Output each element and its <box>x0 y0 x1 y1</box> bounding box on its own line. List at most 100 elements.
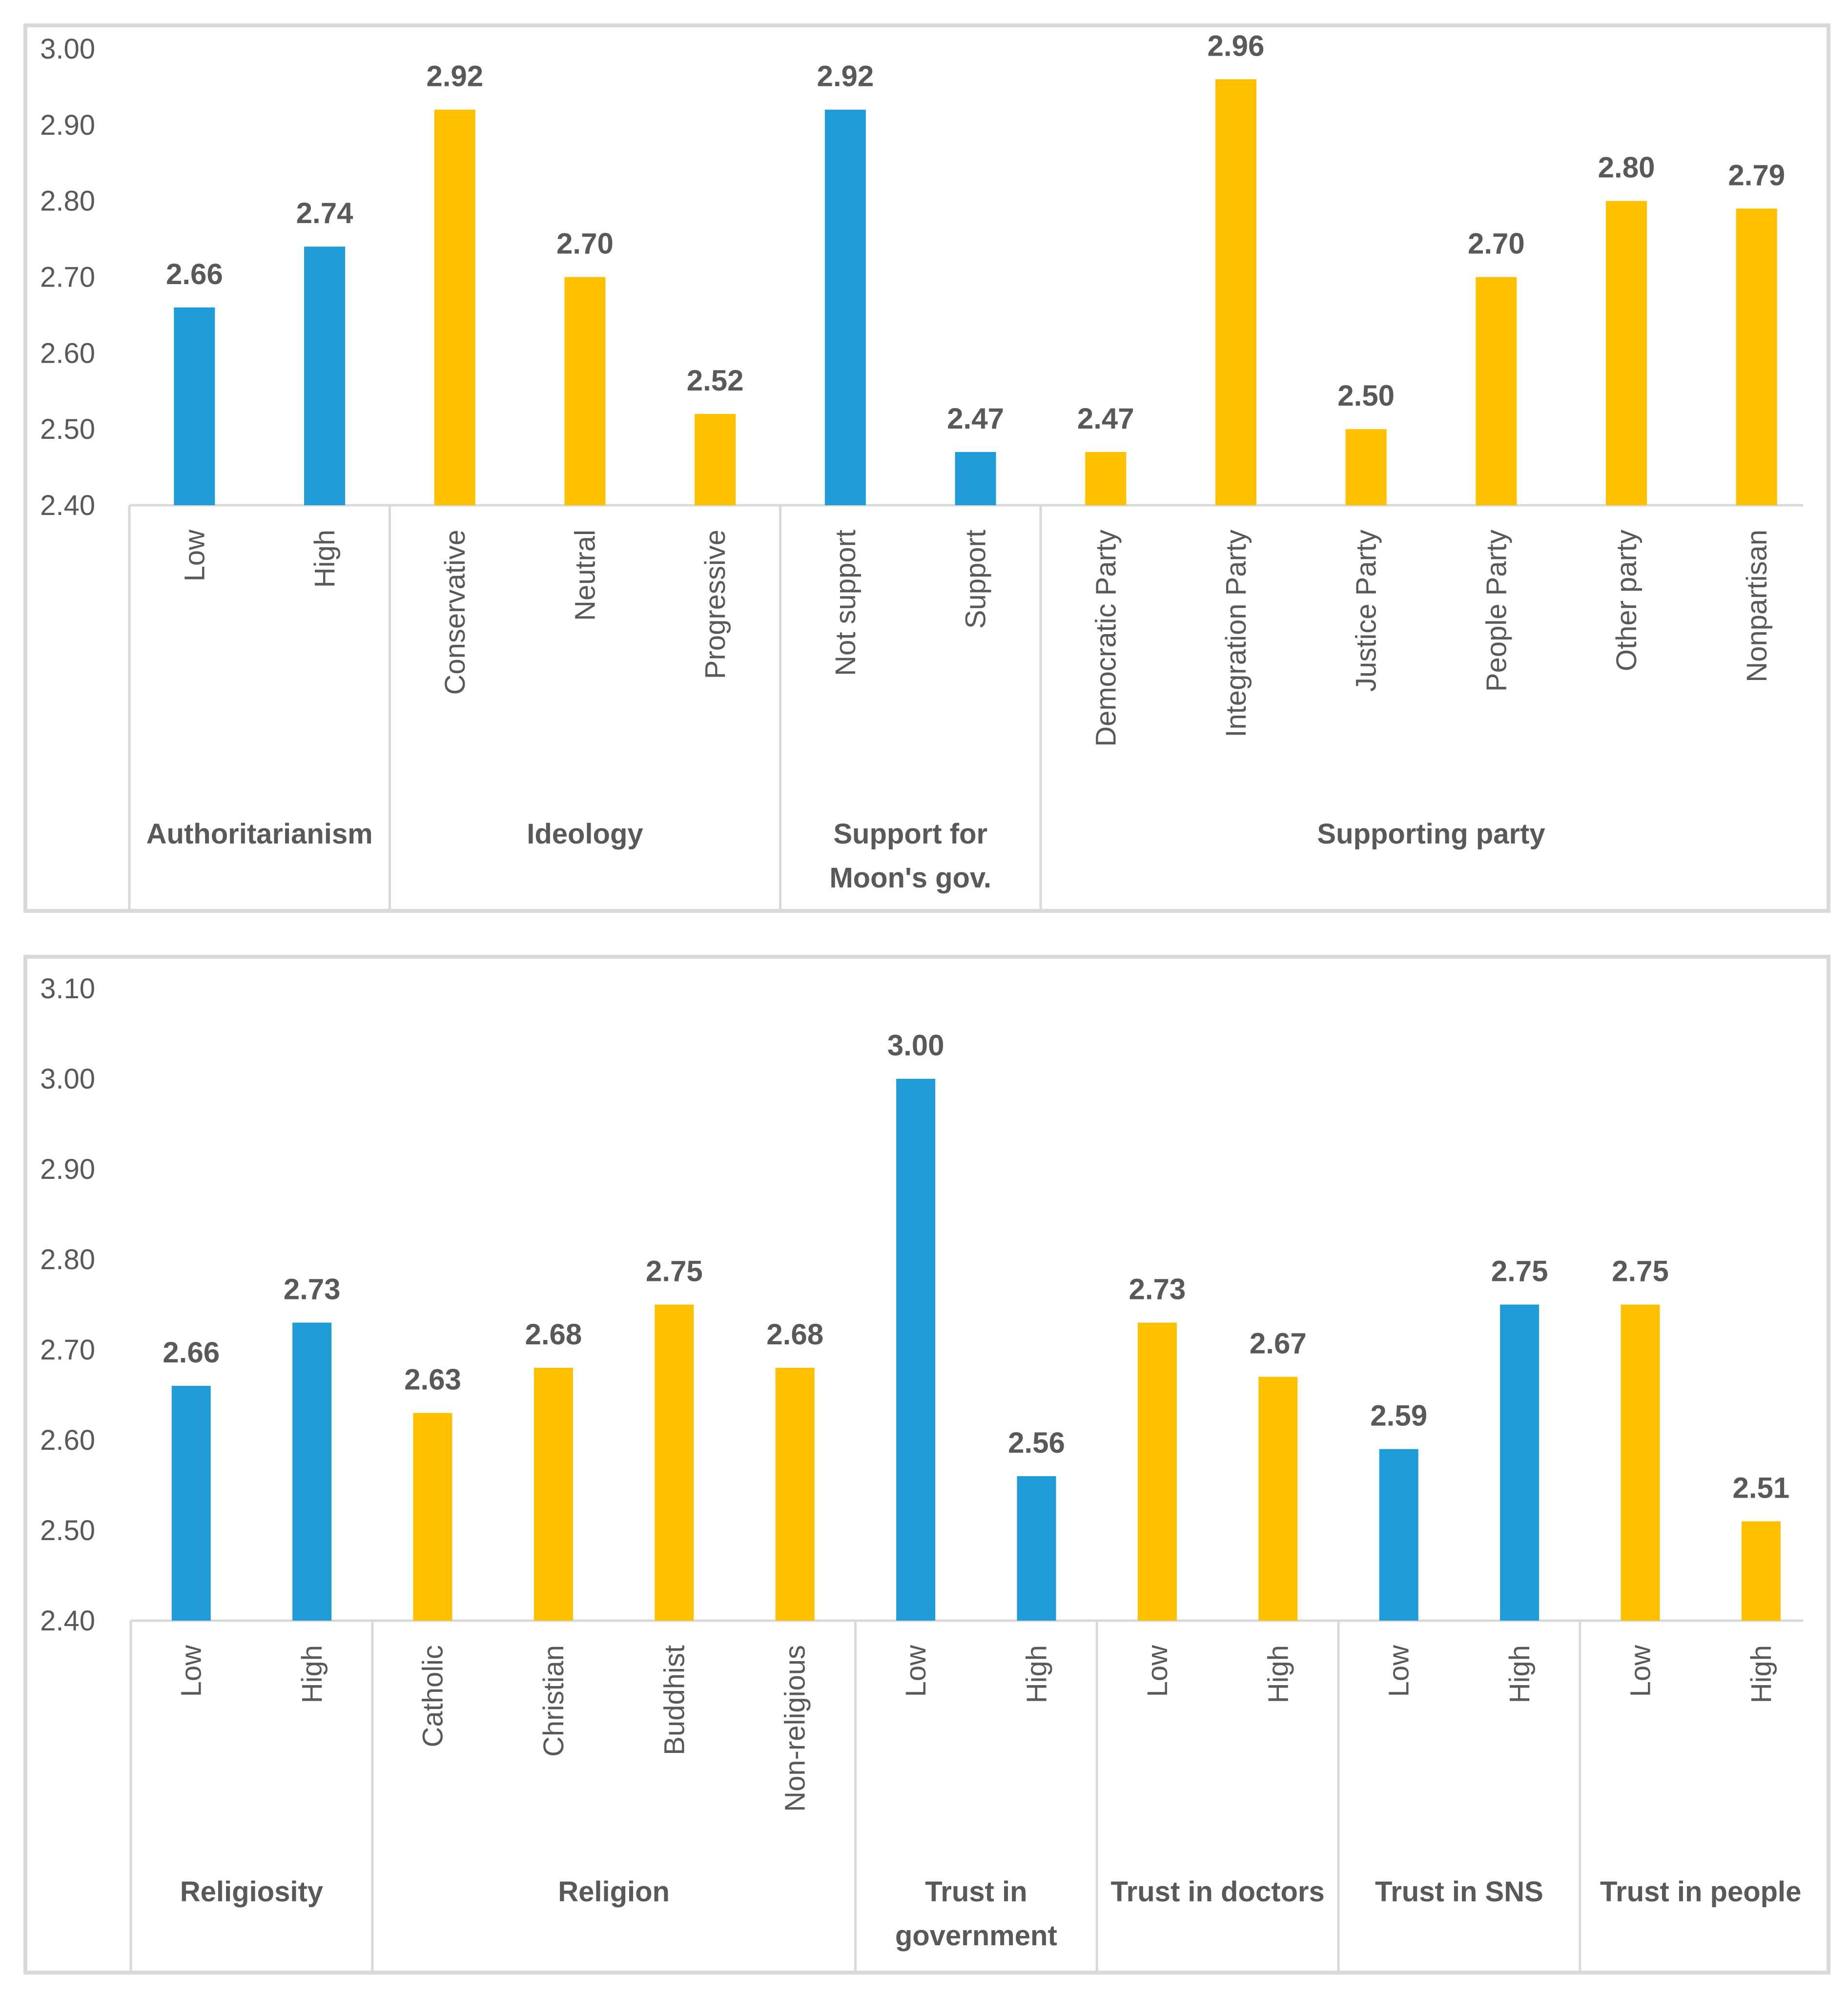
top-category-label: High <box>309 530 341 588</box>
top-bar-1-2 <box>695 414 736 505</box>
bot-bar-2-1 <box>1017 1476 1056 1621</box>
bot-data-label: 2.63 <box>404 1363 461 1396</box>
top-bar-2-0 <box>824 109 866 505</box>
top-data-label: 2.70 <box>556 227 614 260</box>
bot-data-label: 2.59 <box>1370 1400 1427 1432</box>
chart-top: 2.40 2.50 2.60 2.70 2.80 2.90 3.00 2.66 Low 2.74 H… <box>23 23 1830 913</box>
top-y-tick-label: 2.80 <box>40 185 95 217</box>
top-data-label: 2.47 <box>947 402 1004 435</box>
bot-category-label: Buddhist <box>658 1645 690 1755</box>
bot-data-label: 2.51 <box>1733 1472 1790 1504</box>
bot-bar-4-1 <box>1500 1304 1540 1621</box>
top-data-label: 2.92 <box>817 60 874 93</box>
bot-bar-1-2 <box>655 1304 694 1621</box>
top-data-label: 2.74 <box>296 197 353 229</box>
top-category-label: Nonpartisan <box>1741 530 1773 682</box>
bot-bar-3-0 <box>1137 1322 1177 1621</box>
bot-bar-5-0 <box>1621 1304 1660 1621</box>
bot-bar-2-0 <box>896 1079 936 1621</box>
bot-group-label: Religion <box>558 1876 670 1908</box>
top-y-tick-label: 2.40 <box>40 490 95 521</box>
top-bar-3-1 <box>1215 79 1256 506</box>
top-group-label: Authoritarianism <box>146 818 373 850</box>
bot-group-label: Trust in SNS <box>1375 1876 1543 1908</box>
top-group-label: Supporting party <box>1317 818 1545 850</box>
bot-data-label: 2.75 <box>1491 1255 1548 1288</box>
top-category-label: Support <box>960 530 992 629</box>
top-data-label: 2.80 <box>1598 151 1655 184</box>
top-data-label: 2.79 <box>1728 159 1785 191</box>
top-data-label: 2.66 <box>166 258 223 290</box>
top-y-tick-label: 2.70 <box>40 262 95 293</box>
top-bar-0-0 <box>174 307 215 505</box>
top-category-label: People Party <box>1480 530 1512 692</box>
top-category-label: Not support <box>830 530 862 676</box>
top-category-label: Integration Party <box>1220 530 1252 738</box>
top-group-label: Support for <box>833 818 987 850</box>
bot-category-label: High <box>1021 1645 1053 1703</box>
top-bar-3-5 <box>1736 208 1777 505</box>
bot-data-label: 2.75 <box>1612 1255 1669 1288</box>
bot-bar-1-1 <box>534 1368 573 1621</box>
top-category-label: Progressive <box>699 530 731 679</box>
top-bar-3-0 <box>1085 452 1127 505</box>
bot-category-label: Catholic <box>417 1645 449 1748</box>
top-data-label: 2.50 <box>1337 379 1395 412</box>
top-group-label: Moon's gov. <box>829 862 991 894</box>
top-data-label: 2.47 <box>1077 402 1134 435</box>
top-bar-3-4 <box>1606 201 1647 506</box>
bot-bar-4-0 <box>1379 1449 1418 1621</box>
bot-group-label: Trust in <box>925 1876 1027 1908</box>
bot-y-tick-label: 2.50 <box>40 1515 95 1546</box>
top-bar-1-0 <box>434 109 475 505</box>
top-category-label: Neutral <box>569 530 601 621</box>
chart-bottom: 2.40 2.50 2.60 2.70 2.80 2.90 3.00 3.10 2.66 Low 2… <box>23 955 1830 1975</box>
top-data-label: 2.52 <box>687 364 744 397</box>
bot-chart-frame <box>23 955 1830 1975</box>
bot-category-label: Low <box>900 1645 932 1697</box>
top-data-label: 2.70 <box>1468 227 1525 260</box>
top-category-label: Democratic Party <box>1090 530 1122 747</box>
top-category-label: Justice Party <box>1351 530 1382 692</box>
bot-data-label: 2.73 <box>284 1273 341 1306</box>
top-y-tick-label: 2.90 <box>40 109 95 141</box>
bot-bar-3-1 <box>1258 1377 1298 1621</box>
top-bar-1-1 <box>564 277 606 505</box>
bot-bar-0-0 <box>171 1386 211 1621</box>
bot-data-label: 2.73 <box>1129 1273 1186 1306</box>
bot-category-label: Low <box>1142 1645 1173 1697</box>
bot-y-tick-label: 2.90 <box>40 1153 95 1185</box>
bot-data-label: 2.66 <box>163 1336 220 1369</box>
bot-category-label: High <box>1262 1645 1294 1703</box>
bot-category-label: Low <box>176 1645 207 1697</box>
top-category-label: Other party <box>1611 530 1643 671</box>
bot-data-label: 2.68 <box>525 1318 582 1351</box>
bot-group-label: government <box>895 1920 1057 1952</box>
top-data-label: 2.96 <box>1208 29 1265 62</box>
bot-data-label: 3.00 <box>887 1029 945 1062</box>
top-chart-frame <box>23 23 1830 913</box>
top-group-label: Ideology <box>527 818 643 850</box>
bot-data-label: 2.68 <box>766 1318 823 1351</box>
top-bar-3-2 <box>1345 429 1387 505</box>
top-category-label: Low <box>179 529 210 582</box>
bot-group-label: Religiosity <box>180 1876 323 1908</box>
top-y-tick-label: 3.00 <box>40 33 95 65</box>
bot-data-label: 2.75 <box>646 1255 703 1288</box>
bot-category-label: High <box>1745 1645 1777 1703</box>
top-y-tick-label: 2.60 <box>40 337 95 369</box>
top-y-tick-label: 2.50 <box>40 413 95 445</box>
top-category-label: Conservative <box>439 530 471 695</box>
bot-y-tick-label: 3.10 <box>40 973 95 1005</box>
bot-category-label: High <box>296 1645 328 1703</box>
bot-y-tick-label: 2.80 <box>40 1244 95 1276</box>
bot-y-tick-label: 3.00 <box>40 1063 95 1095</box>
top-bar-3-3 <box>1476 277 1517 505</box>
bot-group-label: Trust in doctors <box>1110 1876 1324 1908</box>
bot-y-tick-label: 2.40 <box>40 1605 95 1637</box>
bot-bar-1-0 <box>413 1413 452 1621</box>
bot-data-label: 2.67 <box>1250 1327 1307 1360</box>
top-data-label: 2.92 <box>426 60 483 93</box>
top-bar-0-1 <box>304 247 346 506</box>
